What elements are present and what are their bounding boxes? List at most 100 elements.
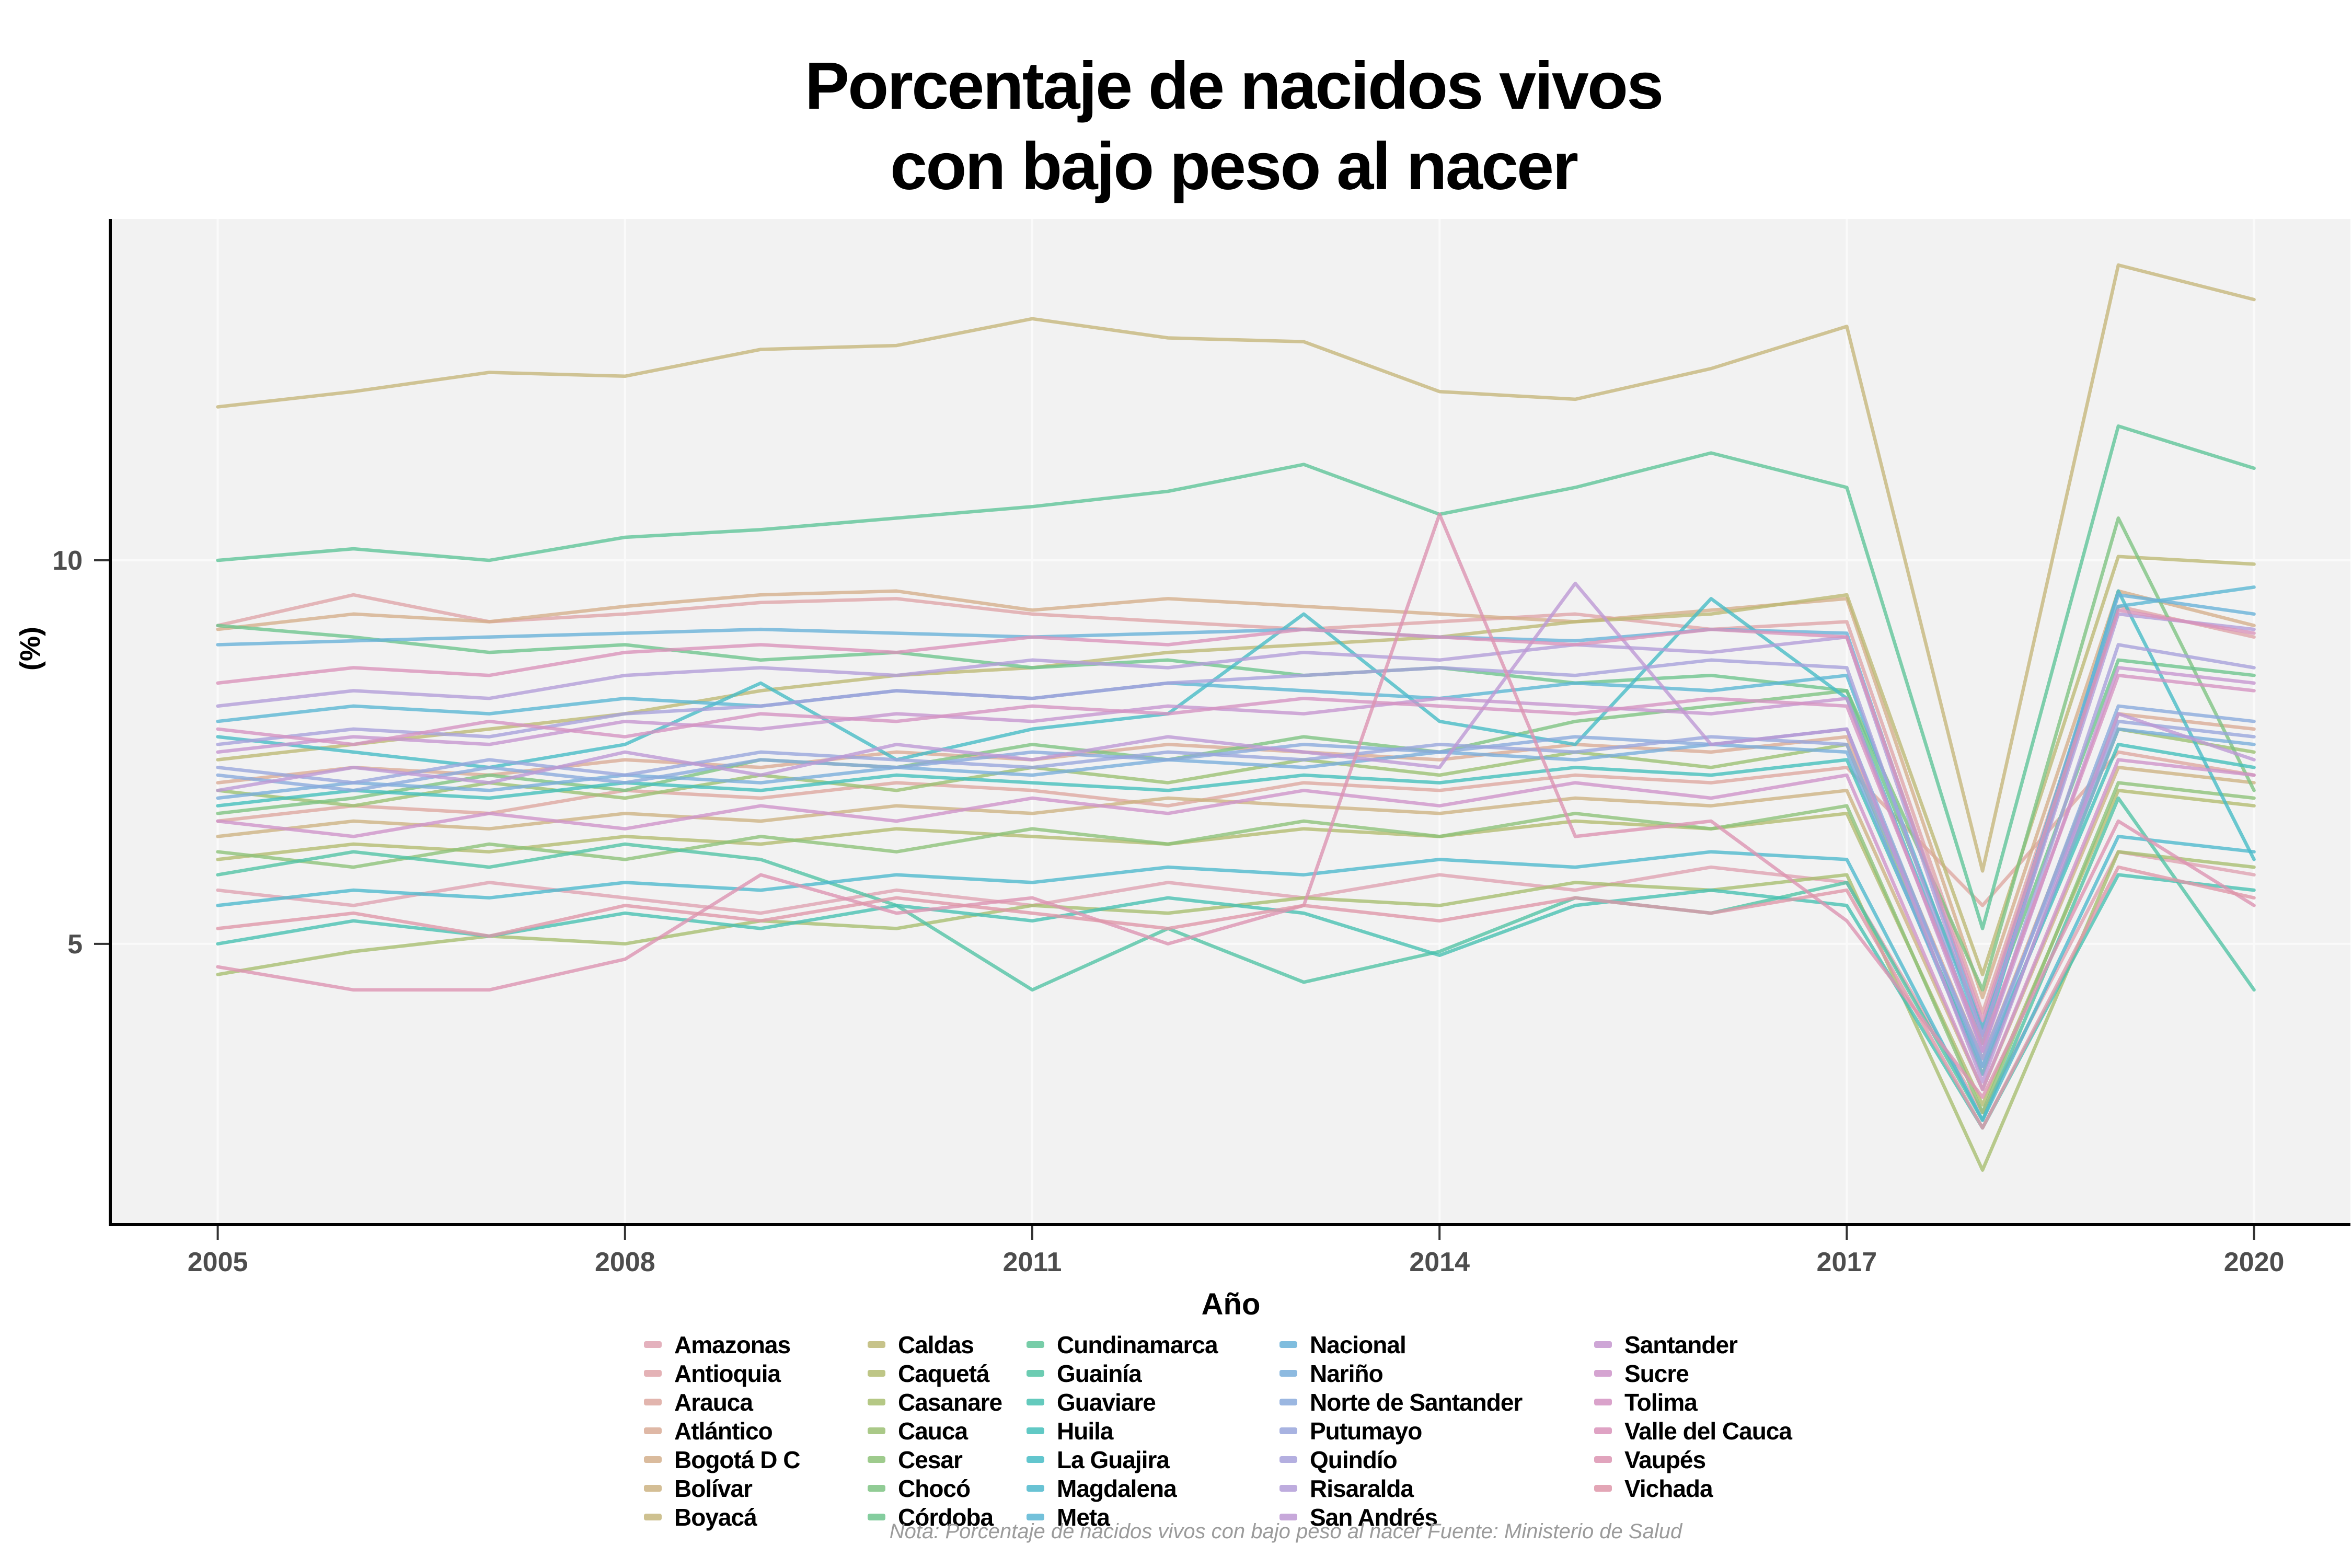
- legend-label: Atlántico: [674, 1417, 773, 1445]
- legend-item-arauca: Arauca: [644, 1388, 800, 1416]
- source-note: Nota: Porcentaje de nacidos vivos con ba…: [889, 1520, 1682, 1543]
- series-line-vichada: [216, 865, 2256, 1130]
- legend-item-amazonas: Amazonas: [644, 1330, 800, 1359]
- series-line-bogotá-d-c: [216, 589, 2256, 999]
- legend-item-bolívar: Bolívar: [644, 1474, 800, 1503]
- legend-key-icon: [1027, 1341, 1044, 1348]
- legend-key-icon: [1594, 1456, 1612, 1463]
- legend-key-icon: [1594, 1427, 1612, 1434]
- legend-item-atlántico: Atlántico: [644, 1416, 800, 1445]
- legend-label: Guaviare: [1057, 1388, 1156, 1416]
- legend-item-antioquia: Antioquia: [644, 1359, 800, 1388]
- legend-item-meta: Meta: [1027, 1503, 1218, 1531]
- legend-label: Casanare: [898, 1388, 1002, 1416]
- legend-key-icon: [1279, 1456, 1297, 1463]
- legend-key-icon: [1027, 1514, 1044, 1520]
- chart-title-line1: Porcentaje de nacidos vivos: [804, 49, 1664, 123]
- legend-label: Bogotá D C: [674, 1446, 800, 1473]
- series-line-caldas: [216, 555, 2256, 976]
- legend-key-icon: [644, 1370, 662, 1377]
- legend-label: Meta: [1057, 1503, 1110, 1531]
- legend-key-icon: [1279, 1370, 1297, 1377]
- legend: Amazonas Antioquia Arauca Atlántico Bogotá D…: [0, 1330, 2352, 1539]
- legend-label: San Andrés: [1310, 1503, 1438, 1531]
- legend-label: Tolima: [1624, 1388, 1698, 1416]
- legend-key-icon: [1027, 1427, 1044, 1434]
- x-tick-label: 2008: [595, 1247, 655, 1277]
- legend-label: Norte de Santander: [1310, 1388, 1523, 1416]
- legend-label: Nariño: [1310, 1359, 1383, 1387]
- legend-key-icon: [868, 1456, 885, 1463]
- legend-label: Bolívar: [674, 1474, 753, 1502]
- y-axis-title: (%): [15, 627, 46, 671]
- legend-item-la-guajira: La Guajira: [1027, 1445, 1218, 1474]
- legend-item-tolima: Tolima: [1594, 1388, 1792, 1416]
- x-tick-label: 2014: [1409, 1247, 1470, 1277]
- legend-key-icon: [868, 1427, 885, 1434]
- legend-item-chocó: Chocó: [868, 1474, 1002, 1503]
- legend-key-icon: [644, 1514, 662, 1520]
- legend-key-icon: [1027, 1370, 1044, 1377]
- legend-key-icon: [1594, 1341, 1612, 1348]
- legend-label: Sucre: [1624, 1359, 1689, 1387]
- legend-label: La Guajira: [1057, 1446, 1170, 1473]
- legend-key-icon: [1594, 1370, 1612, 1377]
- legend-label: Chocó: [898, 1474, 971, 1502]
- legend-item-santander: Santander: [1594, 1330, 1792, 1359]
- legend-key-icon: [644, 1399, 662, 1405]
- legend-key-icon: [868, 1370, 885, 1377]
- legend-label: Magdalena: [1057, 1474, 1177, 1502]
- chart-title-line2: con bajo peso al nacer: [890, 129, 1578, 204]
- legend-item-putumayo: Putumayo: [1279, 1416, 1522, 1445]
- legend-label: Guainía: [1057, 1359, 1142, 1387]
- legend-label: Arauca: [674, 1388, 753, 1416]
- series-line-san-andrés: [216, 581, 2256, 1084]
- legend-key-icon: [644, 1456, 662, 1463]
- series-line-risaralda: [216, 612, 2256, 1038]
- line-chart-canvas: 2005 2008 2011 2014 2017 2020 5 10: [52, 219, 2350, 1277]
- series-line-cundinamarca: [216, 424, 2256, 930]
- legend-column-3: Cundinamarca Guainía Guaviare Huila La Guaji…: [1027, 1330, 1218, 1531]
- series-line-sucre: [216, 758, 2256, 1091]
- legend-label: Amazonas: [674, 1331, 791, 1358]
- legend-key-icon: [868, 1341, 885, 1348]
- y-tick-label: 10: [52, 546, 83, 576]
- legend-item-guainía: Guainía: [1027, 1359, 1218, 1388]
- series-line-tolima: [216, 673, 2256, 1045]
- legend-label: Valle del Cauca: [1624, 1417, 1792, 1445]
- legend-item-boyacá: Boyacá: [644, 1503, 800, 1531]
- chart-title: Porcentaje de nacidos vivos con bajo pes…: [115, 46, 2352, 206]
- legend-key-icon: [644, 1341, 662, 1348]
- y-tick-label: 5: [67, 929, 83, 960]
- x-tick-label: 2011: [1003, 1247, 1062, 1277]
- legend-item-caquetá: Caquetá: [868, 1359, 1002, 1388]
- legend-label: Cundinamarca: [1057, 1331, 1218, 1358]
- legend-item-vichada: Vichada: [1594, 1474, 1792, 1503]
- legend-key-icon: [1279, 1399, 1297, 1405]
- legend-item-huila: Huila: [1027, 1416, 1218, 1445]
- legend-item-vaupés: Vaupés: [1594, 1445, 1792, 1474]
- legend-column-1: Amazonas Antioquia Arauca Atlántico Bogotá D…: [644, 1330, 800, 1531]
- x-tick-label: 2005: [188, 1247, 248, 1277]
- x-axis-title: Año: [1201, 1287, 1261, 1321]
- legend-label: Córdoba: [898, 1503, 994, 1531]
- legend-label: Vaupés: [1624, 1446, 1706, 1473]
- legend-column-2: Caldas Caquetá Casanare Cauca Cesar Chocó Córd…: [868, 1330, 1002, 1531]
- legend-item-valle-del-cauca: Valle del Cauca: [1594, 1416, 1792, 1445]
- legend-key-icon: [1027, 1399, 1044, 1405]
- legend-item-caldas: Caldas: [868, 1330, 1002, 1359]
- legend-item-risaralda: Risaralda: [1279, 1474, 1522, 1503]
- legend-item-nariño: Nariño: [1279, 1359, 1522, 1388]
- x-tick-label: 2017: [1817, 1247, 1877, 1277]
- legend-label: Santander: [1624, 1331, 1738, 1358]
- legend-label: Vichada: [1624, 1474, 1713, 1502]
- legend-key-icon: [868, 1485, 885, 1492]
- series-line-valle-del-cauca: [216, 608, 2256, 1022]
- legend-item-cesar: Cesar: [868, 1445, 1002, 1474]
- series-line-magdalena: [216, 835, 2256, 1122]
- legend-key-icon: [868, 1399, 885, 1405]
- legend-item-cundinamarca: Cundinamarca: [1027, 1330, 1218, 1359]
- legend-item-guaviare: Guaviare: [1027, 1388, 1218, 1416]
- legend-label: Cauca: [898, 1417, 968, 1445]
- legend-column-5: Santander Sucre Tolima Valle del Cauca Vaupé…: [1594, 1330, 1792, 1503]
